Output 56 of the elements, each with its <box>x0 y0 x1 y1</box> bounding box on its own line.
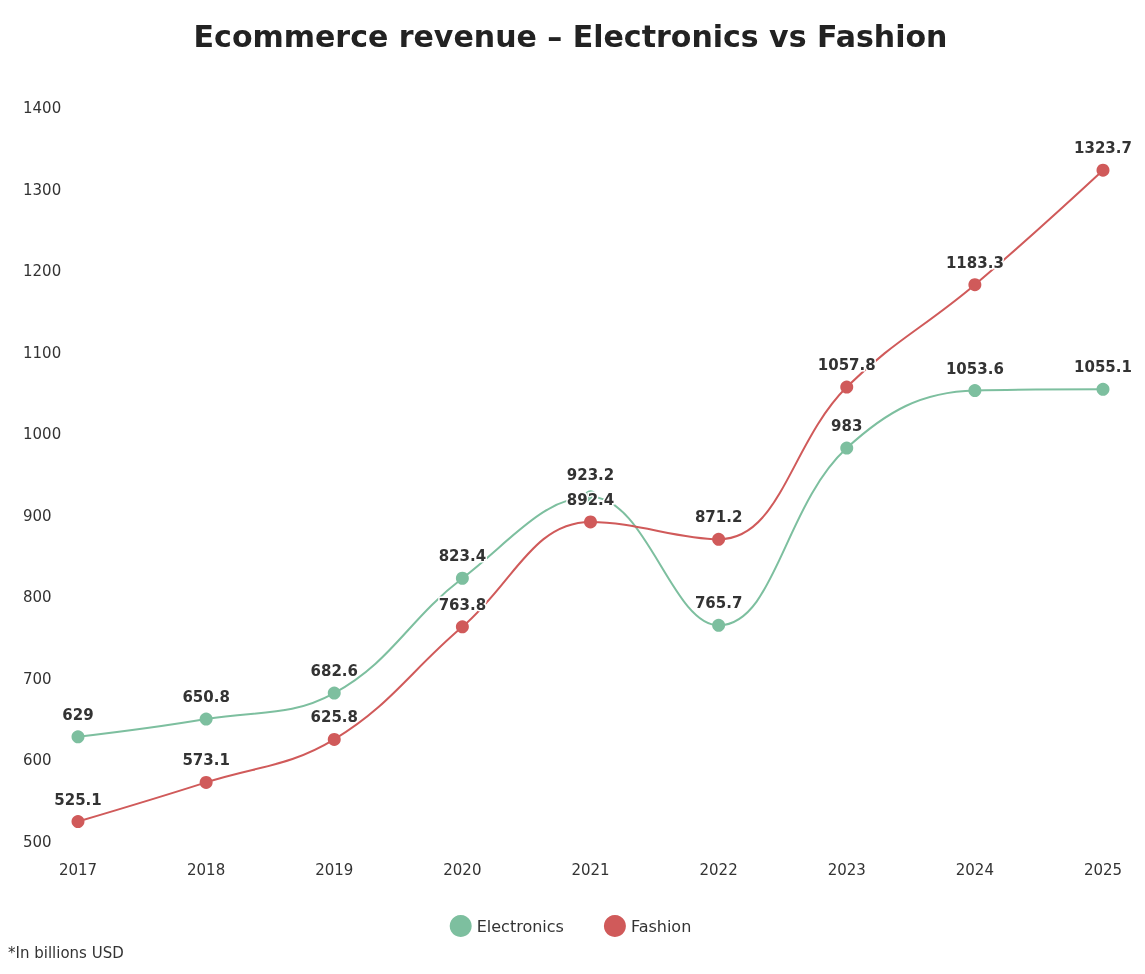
point <box>71 730 85 744</box>
point <box>199 712 213 726</box>
x-tick-label: 2022 <box>699 860 738 879</box>
point <box>455 620 469 634</box>
point <box>1096 163 1110 177</box>
x-tick-label: 2018 <box>187 860 226 879</box>
y-tick-label: 600 <box>23 751 52 770</box>
point <box>199 775 213 789</box>
point <box>968 278 982 292</box>
y-tick-label: 1000 <box>23 425 62 444</box>
point <box>327 686 341 700</box>
data-label: 650.8 <box>182 688 230 707</box>
point <box>712 618 726 632</box>
x-tick-label: 2021 <box>571 860 610 879</box>
data-label: 682.6 <box>310 662 358 681</box>
y-tick-label: 700 <box>23 669 52 688</box>
x-tick-label: 2019 <box>315 860 354 879</box>
x-tick-label: 2025 <box>1083 860 1123 879</box>
data-label: 1183.3 <box>945 253 1004 272</box>
point <box>71 815 85 829</box>
data-label: 1053.6 <box>945 359 1004 378</box>
x-tick-label: 2017 <box>58 860 98 879</box>
y-tick-label: 500 <box>23 833 52 851</box>
point <box>840 380 854 394</box>
data-label: 765.7 <box>694 594 743 613</box>
data-label: 573.1 <box>182 751 230 770</box>
x-tick-label: 2023 <box>827 860 866 879</box>
point <box>968 384 982 397</box>
data-label: 823.4 <box>438 547 487 566</box>
text: *In billions USD <box>8 943 124 962</box>
point <box>455 571 469 585</box>
data-label: 525.1 <box>54 790 102 809</box>
y-tick-label: 1400 <box>23 99 62 117</box>
y-tick-label: 1100 <box>23 343 62 362</box>
data-label: 871.2 <box>694 508 743 527</box>
y-tick-label: 1300 <box>23 180 62 199</box>
x-tick-label: 2020 <box>443 860 482 879</box>
data-label: 625.8 <box>310 708 358 727</box>
point <box>1096 382 1110 396</box>
y-tick-label: 1200 <box>23 262 62 281</box>
point <box>584 515 597 529</box>
chart-title: Ecommerce revenue – Electronics vs Fashion <box>193 18 948 54</box>
x-tick-label: 2024 <box>955 860 994 879</box>
point <box>327 732 341 746</box>
data-label: 923.2 <box>566 465 615 484</box>
data-label: 763.8 <box>438 595 487 614</box>
data-label: 1323.7 <box>1074 139 1132 158</box>
data-label: 983 <box>831 417 863 436</box>
data-label: 1055.1 <box>1074 358 1132 377</box>
legend-label: Fashion <box>630 916 692 936</box>
legend-label: Electronics <box>476 916 564 936</box>
y-tick-label: 800 <box>23 588 52 607</box>
data-label: 629 <box>62 705 94 724</box>
point <box>840 441 854 455</box>
y-tick-label: 900 <box>23 506 52 525</box>
point <box>712 532 726 546</box>
